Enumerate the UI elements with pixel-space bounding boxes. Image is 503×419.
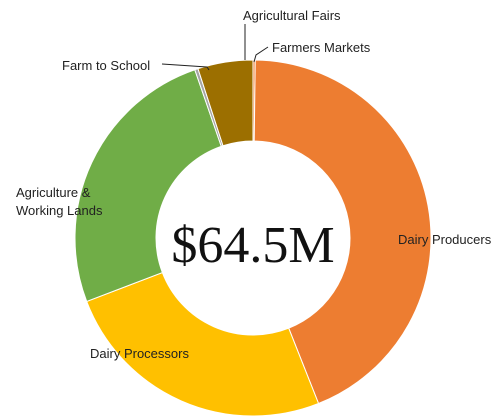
label-agriculture-line-2: Working Lands xyxy=(16,203,103,218)
slice-agricultural-fairs xyxy=(197,59,254,147)
leader-farmers-markets xyxy=(253,46,269,63)
label-dairy-processors: Dairy Processors xyxy=(90,346,189,361)
center-total-label: $64.5M xyxy=(171,217,334,274)
label-agriculture-working-lands: Agriculture & Working Lands xyxy=(16,185,103,218)
label-farm-to-school: Farm to School xyxy=(62,58,150,73)
donut-slices xyxy=(74,59,432,417)
label-agriculture-line-1: Agriculture & xyxy=(16,185,91,200)
slice-dairy-processors xyxy=(86,271,320,417)
slice-dairy-producers xyxy=(253,59,432,405)
leader-farm-to-school xyxy=(161,63,210,71)
label-agricultural-fairs: Agricultural Fairs xyxy=(243,8,341,23)
label-dairy-producers: Dairy Producers xyxy=(398,232,492,247)
slice-agriculture-working-lands xyxy=(74,69,222,303)
label-farmers-markets: Farmers Markets xyxy=(272,40,371,55)
